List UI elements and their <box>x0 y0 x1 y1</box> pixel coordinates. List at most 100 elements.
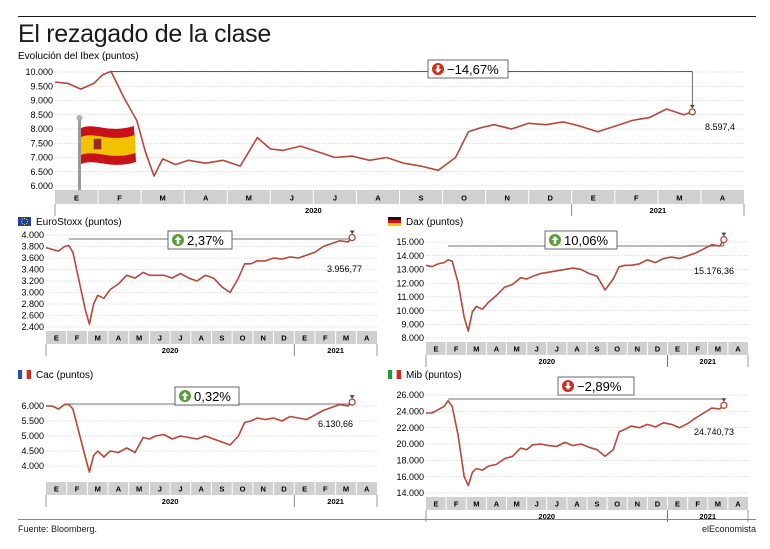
change-value: −14,67% <box>447 62 499 77</box>
source-note: Fuente: Bloomberg. <box>18 524 98 534</box>
month-label: D <box>548 194 554 203</box>
month-label: E <box>434 345 439 354</box>
month-label: F <box>117 194 122 203</box>
month-label: E <box>675 345 680 354</box>
y-tick-label: 2.400 <box>21 322 44 332</box>
france-flag-blue <box>18 370 23 379</box>
month-label: O <box>240 334 246 343</box>
month-label: E <box>54 334 59 343</box>
month-label: A <box>116 334 122 343</box>
y-tick-label: 5.000 <box>21 431 44 441</box>
y-tick-label: 14.000 <box>396 488 424 498</box>
change-badge-box <box>167 230 233 250</box>
month-label: A <box>198 334 204 343</box>
page-title: El rezagado de la clase <box>18 20 271 48</box>
month-label: O <box>240 485 246 494</box>
month-label: M <box>715 345 721 354</box>
month-label: F <box>695 345 700 354</box>
y-tick-label: 8.000 <box>401 333 424 343</box>
last-value-label: 24.740,73 <box>694 427 734 437</box>
y-tick-label: 6.000 <box>21 401 44 411</box>
change-badge-mib: −2,89% <box>557 376 635 396</box>
month-label: S <box>595 500 600 509</box>
chart-dax: Dax (puntos) 15.000 14.000 13.000 12.000 11.0… <box>388 217 749 367</box>
month-label: M <box>473 345 479 354</box>
arrow-head-icon <box>349 230 355 235</box>
year-label: 2020 <box>162 346 179 355</box>
month-label: M <box>343 485 349 494</box>
last-value-marker <box>720 401 728 409</box>
arrow-head-icon <box>689 104 695 109</box>
y-tick-label: 13.000 <box>396 265 424 275</box>
eu-flag-star <box>26 218 28 220</box>
change-value: 10,06% <box>564 233 609 248</box>
eu-flag-star <box>21 223 23 225</box>
month-label: F <box>323 334 328 343</box>
bottom-rule <box>18 519 756 520</box>
y-tick-label: 16.000 <box>396 472 424 482</box>
month-label: M <box>95 334 101 343</box>
series-line-dax <box>425 239 725 332</box>
change-badge-dax: 10,06% <box>544 230 618 250</box>
month-label: M <box>343 334 349 343</box>
eu-flag-star <box>23 217 26 220</box>
change-badge-box <box>174 386 240 406</box>
germany-flag-icon <box>388 217 401 226</box>
month-label: J <box>178 485 182 494</box>
y-tick-label: 11.000 <box>397 292 424 302</box>
y-tick-label: 4.500 <box>21 446 44 456</box>
month-label: M <box>676 194 682 203</box>
month-label: A <box>494 345 500 354</box>
year-label: 2020 <box>538 512 555 521</box>
month-label: E <box>675 500 680 509</box>
month-label: M <box>136 485 142 494</box>
chart-title-dax: Dax (puntos) <box>406 217 463 228</box>
y-tick-label: 6.000 <box>30 181 53 191</box>
last-value-label: 6.130,66 <box>318 419 353 429</box>
change-badge-box <box>427 59 509 79</box>
y-tick-label: 10.000 <box>25 67 53 77</box>
top-rule <box>18 16 756 17</box>
month-label: D <box>281 334 287 343</box>
month-label: J <box>555 500 559 509</box>
month-label: E <box>74 194 79 203</box>
month-label: M <box>513 345 519 354</box>
y-tick-label: 15.000 <box>396 237 424 247</box>
y-tick-label: 18.000 <box>396 456 424 466</box>
month-label: S <box>419 194 424 203</box>
year-label: 2021 <box>650 206 667 215</box>
eu-flag-star <box>20 220 23 223</box>
month-label: M <box>95 485 101 494</box>
italy-flag-green <box>388 370 393 379</box>
germany-flag-black <box>388 217 401 220</box>
month-label: F <box>695 500 700 509</box>
series-line-eurostoxx <box>45 236 353 325</box>
month-label: A <box>116 485 122 494</box>
y-tick-label: 22.000 <box>396 423 424 433</box>
arrow-head-icon <box>721 232 727 237</box>
chart-title-eurostoxx: EuroStoxx (puntos) <box>36 217 122 228</box>
spain-flag-yellow <box>81 135 136 156</box>
year-label: 2020 <box>538 357 555 366</box>
eu-flag-star <box>23 223 26 226</box>
month-label: F <box>323 485 328 494</box>
month-label: A <box>494 500 500 509</box>
italy-flag-white <box>392 369 397 380</box>
month-label: S <box>595 345 600 354</box>
last-value-marker <box>688 108 696 116</box>
last-value-label: 3.956,77 <box>327 264 362 274</box>
year-label: 2021 <box>327 497 344 506</box>
month-label: O <box>614 345 620 354</box>
y-tick-label: 12.000 <box>396 278 424 288</box>
month-label: J <box>178 334 182 343</box>
month-label: N <box>261 485 266 494</box>
last-value-marker <box>720 235 728 244</box>
y-tick-label: 8.000 <box>30 124 53 134</box>
y-tick-label: 9.000 <box>401 319 424 329</box>
month-label: A <box>735 500 741 509</box>
y-tick-label: 3.000 <box>21 288 44 298</box>
y-tick-label: 3.400 <box>21 265 44 275</box>
month-label: A <box>364 334 370 343</box>
arrow-head-icon <box>349 395 355 399</box>
